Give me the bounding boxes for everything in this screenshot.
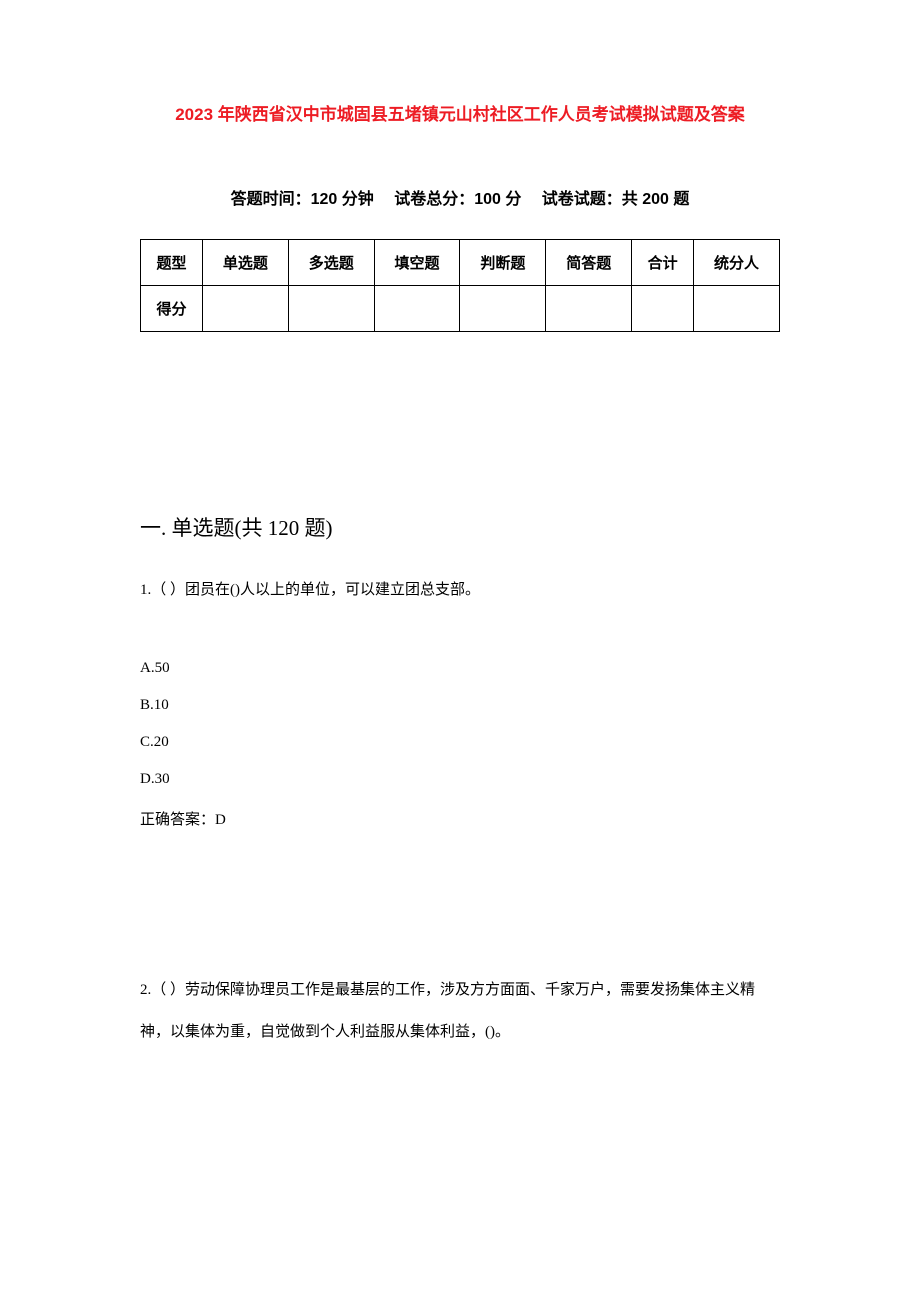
table-cell: 统分人	[694, 240, 780, 286]
table-cell	[632, 286, 694, 332]
question-1-option-c: C.20	[140, 734, 780, 751]
table-cell	[288, 286, 374, 332]
table-cell: 单选题	[202, 240, 288, 286]
table-cell	[694, 286, 780, 332]
document-title: 2023 年陕西省汉中市城固县五堵镇元山村社区工作人员考试模拟试题及答案	[140, 100, 780, 125]
score-table: 题型 单选题 多选题 填空题 判断题 简答题 合计 统分人 得分	[140, 239, 780, 332]
table-cell: 简答题	[546, 240, 632, 286]
table-cell	[202, 286, 288, 332]
table-cell: 填空题	[374, 240, 460, 286]
question-1-option-b: B.10	[140, 697, 780, 714]
table-cell: 判断题	[460, 240, 546, 286]
table-cell: 得分	[141, 286, 203, 332]
table-cell: 合计	[632, 240, 694, 286]
section-header: 一. 单选题(共 120 题)	[140, 512, 780, 542]
question-1-text: 1.（ ）团员在()人以上的单位，可以建立团总支部。	[140, 572, 780, 610]
table-header-row: 题型 单选题 多选题 填空题 判断题 简答题 合计 统分人	[141, 240, 780, 286]
question-1-answer: 正确答案：D	[140, 808, 780, 829]
question-2-text: 2.（ ）劳动保障协理员工作是最基层的工作，涉及方方面面、千家万户，需要发扬集体…	[140, 969, 780, 1053]
table-cell	[546, 286, 632, 332]
table-cell: 多选题	[288, 240, 374, 286]
table-cell	[374, 286, 460, 332]
table-cell: 题型	[141, 240, 203, 286]
exam-info: 答题时间：120 分钟 试卷总分：100 分 试卷试题：共 200 题	[140, 185, 780, 209]
table-cell	[460, 286, 546, 332]
question-1-option-d: D.30	[140, 771, 780, 788]
table-score-row: 得分	[141, 286, 780, 332]
question-1-option-a: A.50	[140, 660, 780, 677]
